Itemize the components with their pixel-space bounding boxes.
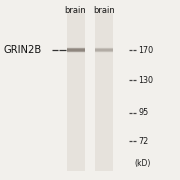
Bar (67, 50, 85, 51)
Bar (67, 49, 85, 50)
Text: GRIN2B: GRIN2B (4, 45, 42, 55)
Bar (67, 47, 85, 48)
Bar (67, 52, 85, 53)
Text: 170: 170 (139, 46, 154, 55)
Text: 95: 95 (139, 108, 149, 117)
Bar (67, 50, 85, 51)
Bar (95, 47, 113, 48)
Text: 72: 72 (139, 137, 149, 146)
Bar (95, 49, 113, 50)
Bar (67, 48, 85, 49)
Bar (67, 48, 85, 49)
Text: brain: brain (65, 6, 86, 15)
Bar (95, 48, 113, 49)
Bar (95, 51, 113, 52)
Text: (kD): (kD) (134, 159, 150, 168)
Bar (67, 51, 85, 52)
Bar (95, 52, 113, 53)
Text: 130: 130 (139, 76, 154, 85)
Bar (95, 50, 113, 51)
Text: brain: brain (94, 6, 115, 15)
Bar (95, 48, 113, 49)
Bar (95, 9, 113, 171)
Bar (95, 50, 113, 51)
Bar (67, 9, 85, 171)
